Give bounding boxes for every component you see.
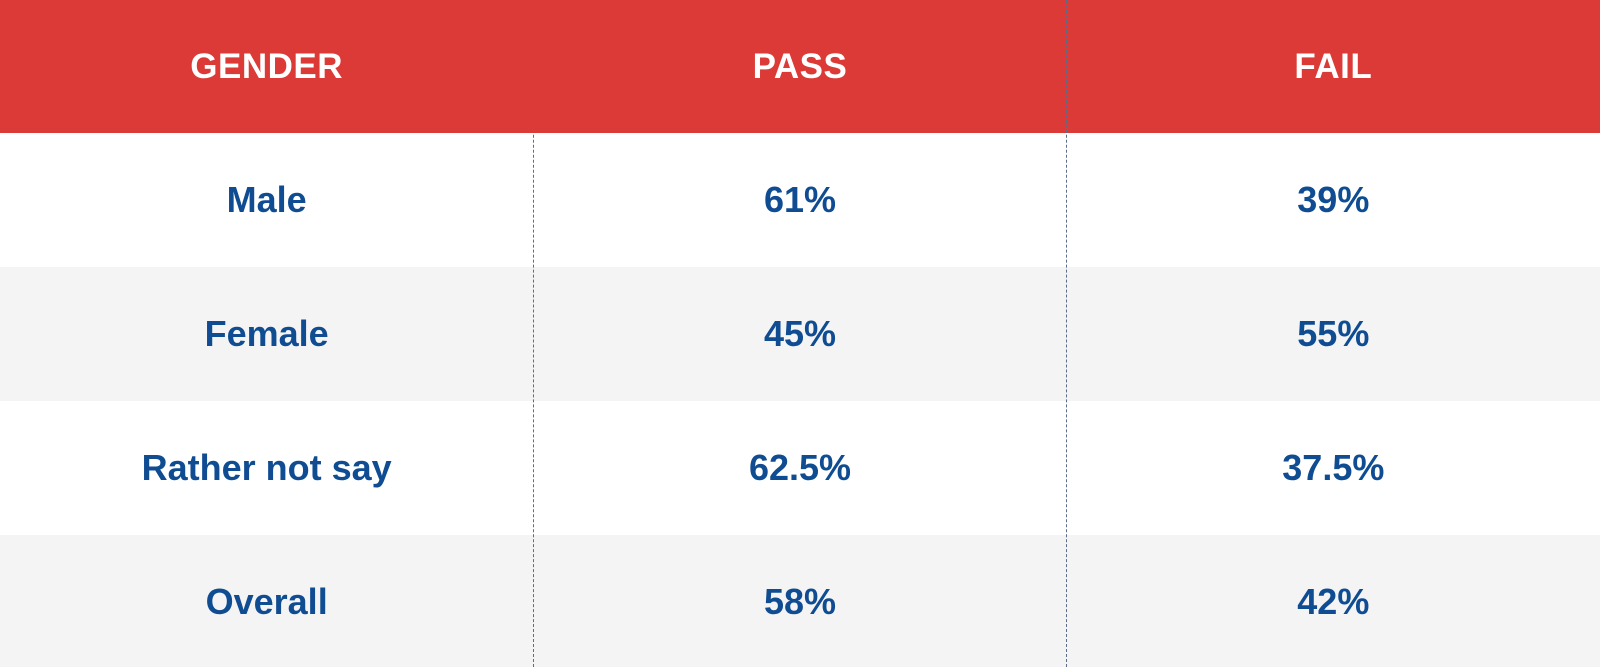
table-row: Overall 58% 42% xyxy=(0,535,1600,667)
fail-cell: 37.5% xyxy=(1282,447,1385,488)
fail-cell: 55% xyxy=(1297,313,1370,354)
pass-cell: 61% xyxy=(763,179,837,220)
header-gender: GENDER xyxy=(190,46,344,86)
gender-cell: Rather not say xyxy=(141,447,392,488)
table-header-row: GENDER PASS FAIL xyxy=(0,0,1600,133)
pass-cell: 45% xyxy=(763,313,837,354)
header-pass: PASS xyxy=(752,46,848,86)
fail-cell: 42% xyxy=(1297,580,1370,622)
gender-cell: Female xyxy=(204,313,329,354)
gender-cell: Male xyxy=(226,179,307,220)
header-fail: FAIL xyxy=(1294,46,1373,86)
pass-cell: 58% xyxy=(763,580,837,622)
table-row: Rather not say 62.5% 37.5% xyxy=(0,401,1600,535)
pass-cell: 62.5% xyxy=(748,447,852,488)
fail-cell: 39% xyxy=(1297,179,1370,220)
table-row: Female 45% 55% xyxy=(0,267,1600,401)
gender-cell: Overall xyxy=(205,580,328,622)
table-row: Male 61% 39% xyxy=(0,133,1600,267)
